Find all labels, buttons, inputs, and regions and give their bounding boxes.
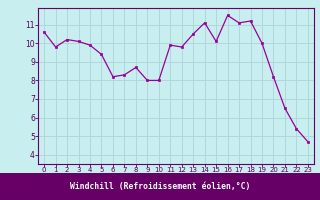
Text: Windchill (Refroidissement éolien,°C): Windchill (Refroidissement éolien,°C) [70, 182, 250, 191]
